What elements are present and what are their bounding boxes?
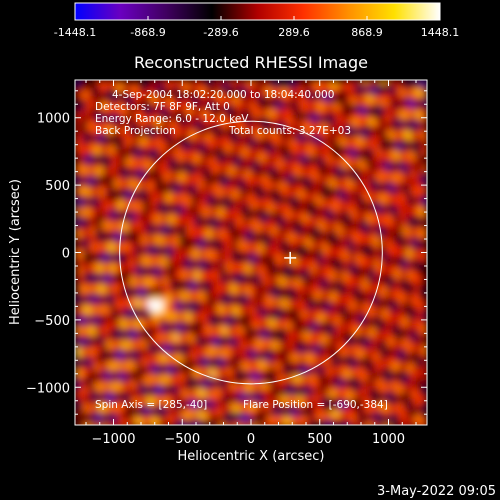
colorbar-ticks: -1448.1 -868.9 -289.6 289.6 868.9 1448.1 [54,16,459,39]
colorbar-tick-label: -868.9 [130,26,165,39]
colorbar-tick-label: 289.6 [278,26,310,39]
annotation-method: Back Projection [95,125,176,137]
plot-area [75,80,427,425]
colorbar-tick-label: 868.9 [351,26,383,39]
heatmap-image [75,80,427,425]
y-tick-label: 1000 [37,112,70,127]
x-axis-label: Heliocentric X (arcsec) [178,449,325,464]
chart-title: Reconstructed RHESSI Image [134,53,368,72]
flare-position-label: Flare Position = [-690,-384] [243,399,388,411]
colorbar-tick-label: -289.6 [203,26,238,39]
colorbar-tick-label: 1448.1 [421,26,460,39]
solar-limb-circle [119,120,383,385]
y-tick-label: 500 [45,179,70,194]
y-axis-label: Heliocentric Y (arcsec) [8,179,23,325]
annotation-detectors: Detectors: 7F 8F 9F, Att 0 [95,101,230,113]
y-tick-label: −1000 [26,381,70,396]
y-tick-label: 0 [62,247,70,262]
y-tick-label: −500 [34,314,70,329]
spin-axis-marker [284,251,297,264]
annotation-time-range: 4-Sep-2004 18:02:20.000 to 18:04:40.000 [112,89,334,101]
x-axis: −1000 −500 0 500 1000 [85,80,417,447]
x-tick-label: −1000 [92,432,136,447]
x-tick-label: −500 [164,432,200,447]
spin-axis-label: Spin Axis = [285,-40] [95,399,207,411]
x-tick-label: 0 [247,432,255,447]
y-axis: 1000 500 0 −500 −1000 [26,90,427,415]
footer-date: 3-May-2022 09:05 [377,484,496,499]
x-tick-label: 500 [307,432,332,447]
x-tick-label: 1000 [372,432,405,447]
annotation-energy-range: Energy Range: 6.0 - 12.0 keV [95,113,249,125]
colorbar-tick-label: -1448.1 [54,26,96,39]
annotation-total-counts: Total counts: 3.27E+03 [228,125,351,137]
colorbar [74,2,441,21]
